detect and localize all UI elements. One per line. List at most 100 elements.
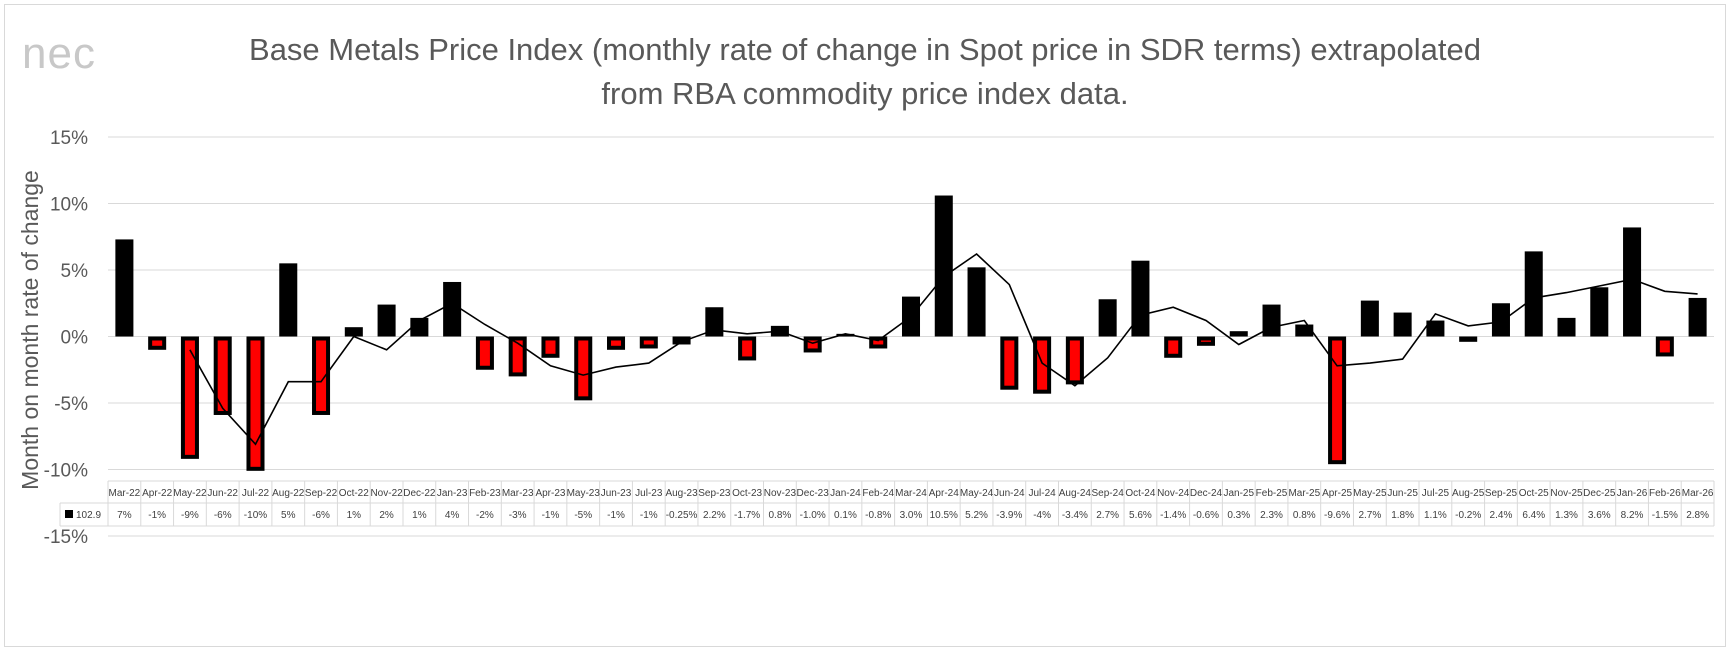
bar-fill-Feb-23 — [479, 340, 490, 366]
x-tick-label: Mar-25 — [1288, 488, 1320, 499]
data-label: 5.2% — [965, 510, 988, 521]
bar-fill-Jul-24 — [1037, 340, 1048, 390]
data-label: -1% — [640, 510, 658, 521]
data-label: -2% — [476, 510, 494, 521]
data-label: 1.8% — [1391, 510, 1414, 521]
x-tick-label: Oct-25 — [1519, 488, 1549, 499]
data-label: -3.4% — [1062, 510, 1088, 521]
x-tick-label: Jul-23 — [635, 488, 663, 499]
bar-Jan-23 — [443, 281, 462, 337]
data-label: -10% — [244, 510, 267, 521]
data-label: -6% — [214, 510, 232, 521]
y-axis-ticks: 15% 10% 5% 0% -5% -10% -15% — [44, 128, 88, 548]
data-label: 1% — [347, 510, 362, 521]
data-label: -3% — [509, 510, 527, 521]
x-tick-label: Dec-23 — [797, 488, 830, 499]
x-tick-label: Apr-24 — [929, 488, 959, 499]
data-label: -0.8% — [865, 510, 891, 521]
x-tick-label: Jan-23 — [437, 488, 468, 499]
bar-fill-Dec-23 — [807, 340, 818, 349]
y-tick-label: 10% — [50, 195, 88, 216]
x-tick-label: Dec-25 — [1583, 488, 1616, 499]
y-axis-label: Month on month rate of change — [17, 170, 43, 490]
x-tick-label: Mar-22 — [109, 488, 141, 499]
y-tick-label: -15% — [44, 527, 88, 548]
x-tick-label: May-23 — [567, 488, 601, 499]
data-label: -5% — [574, 510, 592, 521]
x-tick-label: Jun-24 — [994, 488, 1025, 499]
data-label: 1.1% — [1424, 510, 1447, 521]
data-label: -1% — [607, 510, 625, 521]
x-tick-label: Oct-22 — [339, 488, 369, 499]
data-label: -1.5% — [1652, 510, 1678, 521]
x-tick-label: Feb-25 — [1256, 488, 1288, 499]
bar-Nov-22 — [377, 304, 396, 337]
data-label: 2.3% — [1260, 510, 1283, 521]
data-label: 7% — [117, 510, 132, 521]
chart-title-line-1: Base Metals Price Index (monthly rate of… — [249, 32, 1481, 67]
chart-frame — [4, 4, 1726, 647]
data-label: -3.9% — [996, 510, 1022, 521]
data-label: -6% — [312, 510, 330, 521]
moving-average-line — [189, 252, 1698, 446]
data-label: 4% — [445, 510, 460, 521]
bar-fill-Nov-24 — [1168, 340, 1179, 354]
bar-Oct-24 — [1131, 260, 1150, 337]
data-label: 1.3% — [1555, 510, 1578, 521]
x-tick-label: Apr-22 — [142, 488, 172, 499]
bar-Sep-23 — [705, 307, 724, 337]
x-tick-label: Feb-24 — [862, 488, 894, 499]
bar-fill-Jul-22 — [250, 340, 261, 467]
bar-fill-Mar-23 — [512, 340, 523, 373]
data-label: 1% — [412, 510, 427, 521]
bar-Oct-25 — [1524, 251, 1543, 337]
bar-Jan-26 — [1623, 227, 1642, 337]
bar-fill-Feb-24 — [873, 340, 884, 345]
bar-fill-Oct-23 — [742, 340, 753, 357]
x-tick-label: Jan-24 — [830, 488, 861, 499]
x-tick-label: Jan-25 — [1223, 488, 1254, 499]
bar-fill-Jun-24 — [1004, 340, 1015, 386]
x-tick-label: Sep-22 — [305, 488, 338, 499]
x-tick-label: Dec-22 — [403, 488, 436, 499]
y-tick-label: -10% — [44, 461, 88, 482]
bar-Dec-25 — [1590, 287, 1609, 337]
x-tick-label: Dec-24 — [1190, 488, 1223, 499]
x-tick-label: Apr-23 — [535, 488, 565, 499]
data-label: 2.2% — [703, 510, 726, 521]
legend-label: 102.9 — [76, 510, 101, 521]
x-tick-label: Oct-24 — [1125, 488, 1155, 499]
data-label: 5.6% — [1129, 510, 1152, 521]
x-tick-label: Apr-25 — [1322, 488, 1352, 499]
y-tick-label: 0% — [61, 328, 89, 349]
x-tick-label: Aug-25 — [1452, 488, 1485, 499]
x-tick-label: Aug-22 — [272, 488, 305, 499]
x-tick-label: Jul-25 — [1422, 488, 1450, 499]
data-label: -4% — [1033, 510, 1051, 521]
bar-fill-Aug-24 — [1069, 340, 1080, 381]
x-tick-label: Oct-23 — [732, 488, 762, 499]
data-label: -0.2% — [1455, 510, 1481, 521]
x-tick-label: May-22 — [173, 488, 207, 499]
x-tick-label: Jun-25 — [1387, 488, 1418, 499]
bar-Feb-25 — [1262, 304, 1281, 337]
data-label: 5% — [281, 510, 296, 521]
bar-fill-Sep-22 — [316, 340, 327, 411]
y-tick-label: 15% — [50, 128, 88, 149]
bar-Aug-22 — [279, 263, 298, 337]
nec-logo: nec — [22, 30, 95, 78]
data-label: -1% — [148, 510, 166, 521]
data-label: 3.0% — [900, 510, 923, 521]
bar-fill-Jul-23 — [643, 340, 654, 345]
data-label: 0.1% — [834, 510, 857, 521]
bar-Aug-23 — [672, 336, 691, 345]
x-tick-label: Aug-23 — [665, 488, 698, 499]
data-label: 2.7% — [1358, 510, 1381, 521]
x-tick-label: Jul-24 — [1028, 488, 1056, 499]
x-tick-label: Nov-22 — [370, 488, 403, 499]
data-label: 0.8% — [1293, 510, 1316, 521]
x-tick-label: Jun-22 — [207, 488, 238, 499]
bar-fill-Apr-25 — [1332, 340, 1343, 461]
x-tick-label: Sep-25 — [1485, 488, 1518, 499]
x-tick-label: Aug-24 — [1059, 488, 1092, 499]
